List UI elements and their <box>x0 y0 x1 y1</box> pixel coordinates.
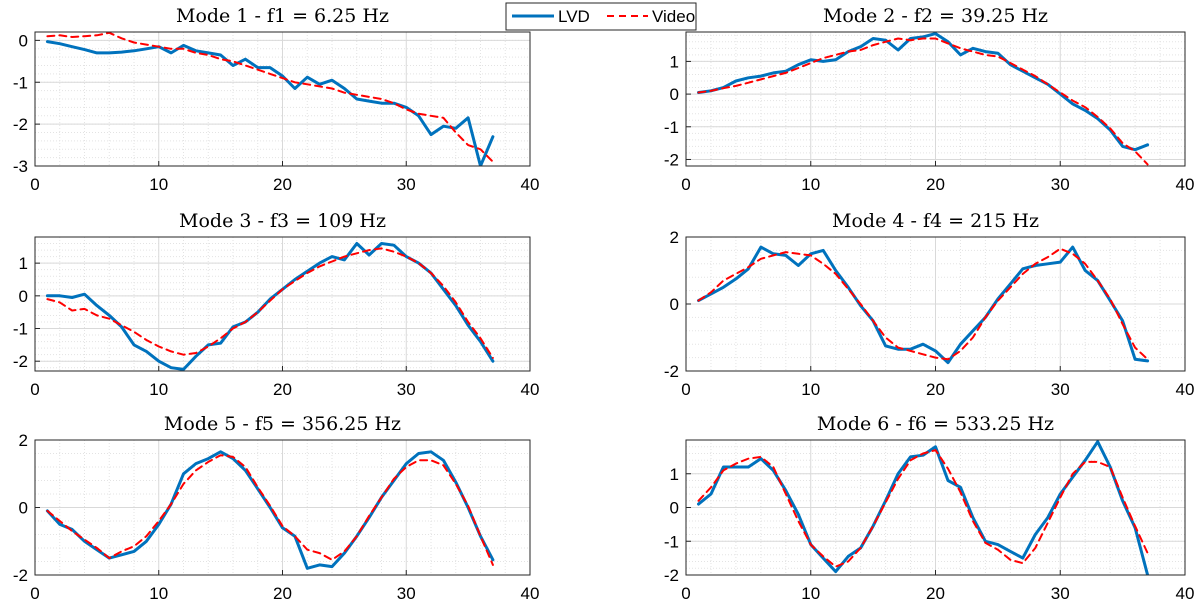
subplot-title: Mode 5 - f5 = 356.25 Hz <box>164 413 401 435</box>
series-line-video <box>46 247 494 359</box>
x-tick-label: 10 <box>801 584 820 603</box>
subplot-1: 0 10 20 30 40 -3 -2 -1 0 Mode 1 - f1 = 6.25 Hz <box>13 5 540 194</box>
series-line-lvd <box>697 440 1150 575</box>
x-tick-label: 30 <box>397 584 416 603</box>
x-tick-label: 30 <box>397 380 416 399</box>
x-tick-label: 20 <box>273 175 292 194</box>
x-tick-label: 40 <box>1176 175 1195 194</box>
series-line-lvd <box>697 32 1150 152</box>
y-tick-label: -2 <box>13 352 28 371</box>
y-tick-label: -2 <box>13 115 28 134</box>
y-tick-label: 0 <box>19 287 28 306</box>
y-tick-label: 0 <box>19 31 28 50</box>
x-tick-label: 10 <box>149 380 168 399</box>
y-tick-label: -1 <box>13 320 28 339</box>
y-tick-label: -1 <box>13 73 28 92</box>
x-tick-label: 40 <box>521 380 540 399</box>
x-tick-label: 30 <box>1051 380 1070 399</box>
y-tick-label: 2 <box>19 431 28 450</box>
subplot-3: 0 10 20 30 40 -2 -1 0 1 Mode 3 - f3 = 109 Hz <box>13 210 540 399</box>
series-line-video <box>697 449 1149 568</box>
legend-label-lvd: LVD <box>558 7 590 26</box>
series-line-lvd <box>45 40 495 166</box>
x-tick-label: 10 <box>801 380 820 399</box>
x-tick-label: 40 <box>521 584 540 603</box>
x-tick-label: 10 <box>149 175 168 194</box>
y-tick-label: 0 <box>19 499 28 518</box>
y-tick-label: -2 <box>664 362 679 381</box>
y-tick-label: 1 <box>670 52 679 71</box>
series-line-lvd <box>45 450 495 570</box>
y-tick-label: -1 <box>664 532 679 551</box>
y-tick-label: 0 <box>670 85 679 104</box>
x-tick-label: 10 <box>149 584 168 603</box>
y-tick-label: 1 <box>670 465 679 484</box>
x-tick-label: 30 <box>1051 584 1070 603</box>
x-tick-label: 0 <box>681 175 690 194</box>
x-tick-label: 0 <box>681 584 690 603</box>
series-line-lvd <box>45 242 495 371</box>
subplot-title: Mode 3 - f3 = 109 Hz <box>179 210 386 232</box>
x-tick-label: 0 <box>30 584 39 603</box>
legend-label-video: Video <box>652 7 695 26</box>
x-tick-label: 0 <box>30 380 39 399</box>
y-tick-label: 1 <box>19 254 28 273</box>
y-tick-label: -2 <box>13 566 28 585</box>
x-tick-label: 40 <box>1176 380 1195 399</box>
subplot-2: 0 10 20 30 40 -2 -1 0 1 Mode 2 - f2 = 39.25 Hz <box>664 5 1195 194</box>
series-line-video <box>46 32 494 163</box>
x-tick-label: 30 <box>397 175 416 194</box>
x-tick-label: 20 <box>273 380 292 399</box>
x-tick-label: 30 <box>1051 175 1070 194</box>
series-line-video <box>697 37 1149 166</box>
x-tick-label: 20 <box>273 584 292 603</box>
subplot-title: Mode 2 - f2 = 39.25 Hz <box>823 5 1048 27</box>
y-tick-label: -1 <box>664 118 679 137</box>
subplot-6: 0 10 20 30 40 -2 -1 0 1 Mode 6 - f6 = 533.25 Hz <box>664 413 1195 603</box>
x-tick-label: 20 <box>926 380 945 399</box>
subplot-title: Mode 1 - f1 = 6.25 Hz <box>176 5 389 27</box>
y-tick-label: -3 <box>13 157 28 176</box>
x-tick-label: 0 <box>30 175 39 194</box>
x-tick-label: 40 <box>521 175 540 194</box>
x-tick-label: 20 <box>926 584 945 603</box>
series-layer <box>45 32 495 166</box>
y-tick-label: 0 <box>670 499 679 518</box>
series-layer <box>697 440 1150 575</box>
subplot-title: Mode 6 - f6 = 533.25 Hz <box>817 413 1054 435</box>
x-tick-label: 20 <box>926 175 945 194</box>
x-tick-label: 40 <box>1176 584 1195 603</box>
series-layer <box>45 242 495 371</box>
series-layer <box>697 32 1150 166</box>
legend: LVD Video <box>505 2 697 31</box>
series-line-video <box>46 454 494 566</box>
x-tick-label: 10 <box>801 175 820 194</box>
series-line-lvd <box>697 245 1150 365</box>
y-tick-label: -2 <box>664 150 679 169</box>
y-tick-label: -2 <box>664 566 679 585</box>
series-line-video <box>697 247 1149 361</box>
y-tick-label: 2 <box>670 228 679 247</box>
y-tick-label: 0 <box>670 295 679 314</box>
series-layer <box>697 245 1150 365</box>
x-tick-label: 0 <box>681 380 690 399</box>
subplot-title: Mode 4 - f4 = 215 Hz <box>832 210 1039 232</box>
series-layer <box>45 450 495 570</box>
